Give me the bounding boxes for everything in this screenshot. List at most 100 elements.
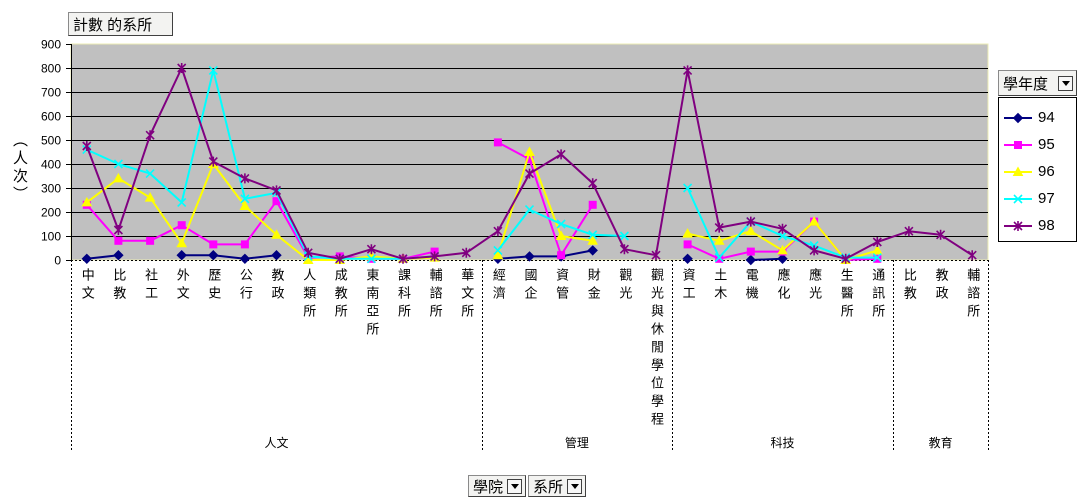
series-95-point [209, 240, 218, 249]
series-97-point [588, 230, 598, 240]
legend-entry: 98 [999, 212, 1076, 239]
series-94-line [750, 257, 783, 261]
legend: 94 95 96 97 98 [998, 97, 1077, 242]
series-95-point [177, 221, 186, 230]
category-label: 生醫所 [838, 268, 854, 322]
series-96-line [86, 163, 435, 261]
category-label: 資管 [554, 268, 570, 304]
category-label: 輔諮所 [427, 268, 443, 322]
legend-field-button[interactable]: 學年度 [998, 70, 1077, 96]
data-field-button[interactable]: 計數 的系所 [68, 12, 173, 36]
series-96-point [176, 237, 188, 248]
series-96-point [777, 244, 788, 255]
series-96-point [682, 228, 693, 238]
category-label: 外文 [174, 268, 190, 304]
series-97-point [145, 169, 155, 179]
category-label: 應化 [775, 268, 791, 304]
series-98-point [967, 250, 977, 261]
series-98-point [335, 253, 345, 264]
legend-entry: 94 [999, 104, 1076, 131]
legend-field-label: 學年度 [1003, 75, 1049, 93]
legend-line-sample [1004, 193, 1032, 204]
row-field-label: 學院 [473, 478, 504, 496]
series-98-point [904, 226, 914, 237]
series-97-point [524, 205, 535, 215]
chevron-down-icon[interactable] [507, 478, 522, 494]
category-group-label: 人文 [264, 435, 288, 450]
series-97-line [86, 69, 435, 260]
chevron-down-icon[interactable] [567, 478, 582, 494]
legend-label: 94 [1038, 109, 1055, 126]
y-axis-title: （人次） [11, 132, 28, 204]
series-98-point [145, 130, 155, 141]
series-98-point [651, 250, 661, 261]
series-94-line [497, 249, 593, 260]
legend-marker [1014, 140, 1022, 149]
series-97-point [714, 253, 724, 263]
series-98-point [588, 178, 598, 189]
series-95-point [557, 251, 566, 260]
series-96-point [113, 172, 124, 183]
series-98-point [556, 149, 566, 160]
y-tick-label: 100 [41, 230, 61, 244]
series-98-point [177, 63, 187, 73]
category-label: 教政 [933, 268, 949, 304]
series-94-point [113, 249, 124, 261]
series-95-point [873, 254, 882, 263]
legend-line-sample [1004, 140, 1032, 149]
series-97-point [177, 197, 187, 207]
series-95-point [493, 138, 502, 147]
series-97-point [683, 183, 693, 193]
series-94-point [587, 245, 598, 256]
series-95-point [683, 240, 692, 249]
series-97-point [240, 194, 250, 204]
y-tick-label: 800 [41, 62, 61, 76]
category-label: 國企 [522, 268, 538, 304]
series-94-point [81, 253, 93, 265]
row-field-label: 系所 [533, 478, 564, 496]
y-tick-label: 200 [41, 206, 61, 220]
series-96-point [808, 216, 820, 226]
series-98-point [240, 173, 250, 184]
series-97-point [556, 219, 566, 229]
series-95-point [746, 247, 755, 256]
series-96-point [524, 146, 535, 156]
series-98-point [841, 253, 851, 264]
category-group-label: 科技 [770, 436, 794, 450]
series-97-point [366, 254, 376, 264]
row-field-button-college[interactable]: 學院 [468, 475, 526, 497]
category-label: 課科所 [396, 268, 411, 322]
y-tick-label: 400 [41, 158, 61, 172]
series-96-point [271, 229, 282, 239]
series-98-point [303, 247, 313, 258]
legend-label: 95 [1038, 136, 1055, 153]
row-field-button-department[interactable]: 系所 [528, 475, 586, 497]
series-96-point [871, 244, 883, 255]
category-label: 社工 [143, 268, 159, 304]
series-96-point [555, 230, 567, 240]
series-98-point [430, 251, 440, 262]
y-tick-label: 300 [41, 182, 61, 196]
series-97-point [208, 65, 218, 75]
y-tick-label: 500 [41, 134, 61, 148]
category-label: 人類所 [301, 268, 317, 322]
series-94-point [239, 253, 251, 265]
series-98-point [872, 237, 882, 247]
series-98-point [683, 65, 693, 76]
chevron-down-icon[interactable] [1058, 75, 1073, 91]
legend-entry: 97 [999, 185, 1076, 212]
series-94-line [181, 254, 277, 260]
series-96-point [713, 235, 725, 245]
category-label: 觀光 [617, 268, 633, 304]
category-label: 資工 [680, 268, 696, 304]
legend-marker [1013, 193, 1023, 204]
series-98 [82, 63, 977, 264]
series-94-point [682, 253, 693, 265]
series-98-point [113, 225, 123, 235]
series-96-point [81, 196, 93, 207]
series-98-point [493, 226, 503, 237]
series-96-point [745, 225, 757, 236]
category-label: 成教所 [332, 268, 348, 322]
series-94-line [86, 254, 119, 260]
